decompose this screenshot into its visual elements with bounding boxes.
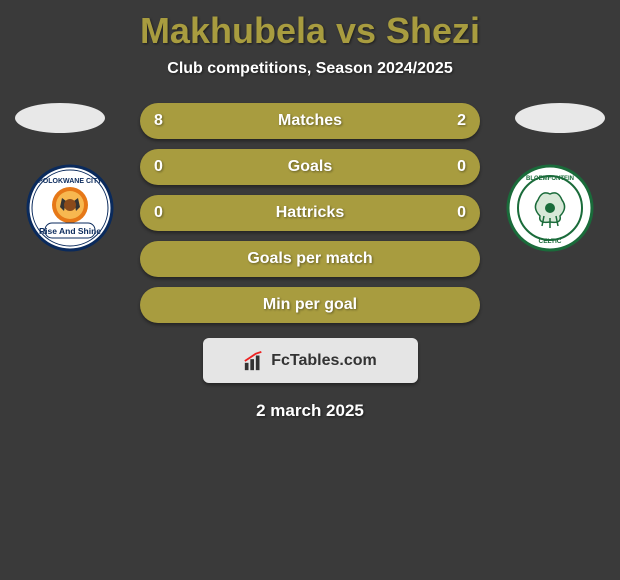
stat-label: Goals [288, 158, 332, 176]
brand-text: FcTables.com [271, 352, 377, 370]
brand-box[interactable]: FcTables.com [203, 338, 418, 383]
stat-right-value: 2 [457, 112, 466, 130]
polokwane-city-logo-icon: POLOKWANE CITY Rise And Shine [20, 163, 120, 253]
stat-right-value: 0 [457, 158, 466, 176]
stat-row-goals-per-match: Goals per match [140, 241, 480, 277]
stat-row-goals: 0 Goals 0 [140, 149, 480, 185]
svg-text:POLOKWANE CITY: POLOKWANE CITY [38, 178, 102, 185]
stat-left-value: 8 [154, 112, 163, 130]
stat-left-value: 0 [154, 204, 163, 222]
footer-date: 2 march 2025 [0, 401, 620, 421]
player-right-placeholder [515, 103, 605, 133]
stat-right-value: 0 [457, 204, 466, 222]
bar-chart-icon [243, 350, 265, 372]
club-logo-left: POLOKWANE CITY Rise And Shine [20, 163, 120, 253]
stat-label: Matches [278, 112, 342, 130]
stat-row-matches: 8 Matches 2 [140, 103, 480, 139]
svg-text:Rise And Shine: Rise And Shine [39, 226, 101, 236]
stat-label: Goals per match [247, 250, 372, 268]
stat-rows: 8 Matches 2 0 Goals 0 0 Hattricks 0 Goal… [140, 103, 480, 323]
stat-left-value: 0 [154, 158, 163, 176]
stat-label: Hattricks [276, 204, 344, 222]
player-left-placeholder [15, 103, 105, 133]
svg-text:BLOEMFONTEIN: BLOEMFONTEIN [526, 176, 574, 182]
svg-text:CELTIC: CELTIC [539, 238, 562, 245]
club-logo-right: BLOEMFONTEIN CELTIC [500, 163, 600, 253]
stat-label: Min per goal [263, 296, 357, 314]
stat-row-min-per-goal: Min per goal [140, 287, 480, 323]
content-area: POLOKWANE CITY Rise And Shine BLOEMFONTE… [0, 103, 620, 421]
bloemfontein-celtic-logo-icon: BLOEMFONTEIN CELTIC [500, 163, 600, 253]
comparison-title: Makhubela vs Shezi [0, 0, 620, 52]
stat-row-hattricks: 0 Hattricks 0 [140, 195, 480, 231]
comparison-subtitle: Club competitions, Season 2024/2025 [0, 60, 620, 78]
